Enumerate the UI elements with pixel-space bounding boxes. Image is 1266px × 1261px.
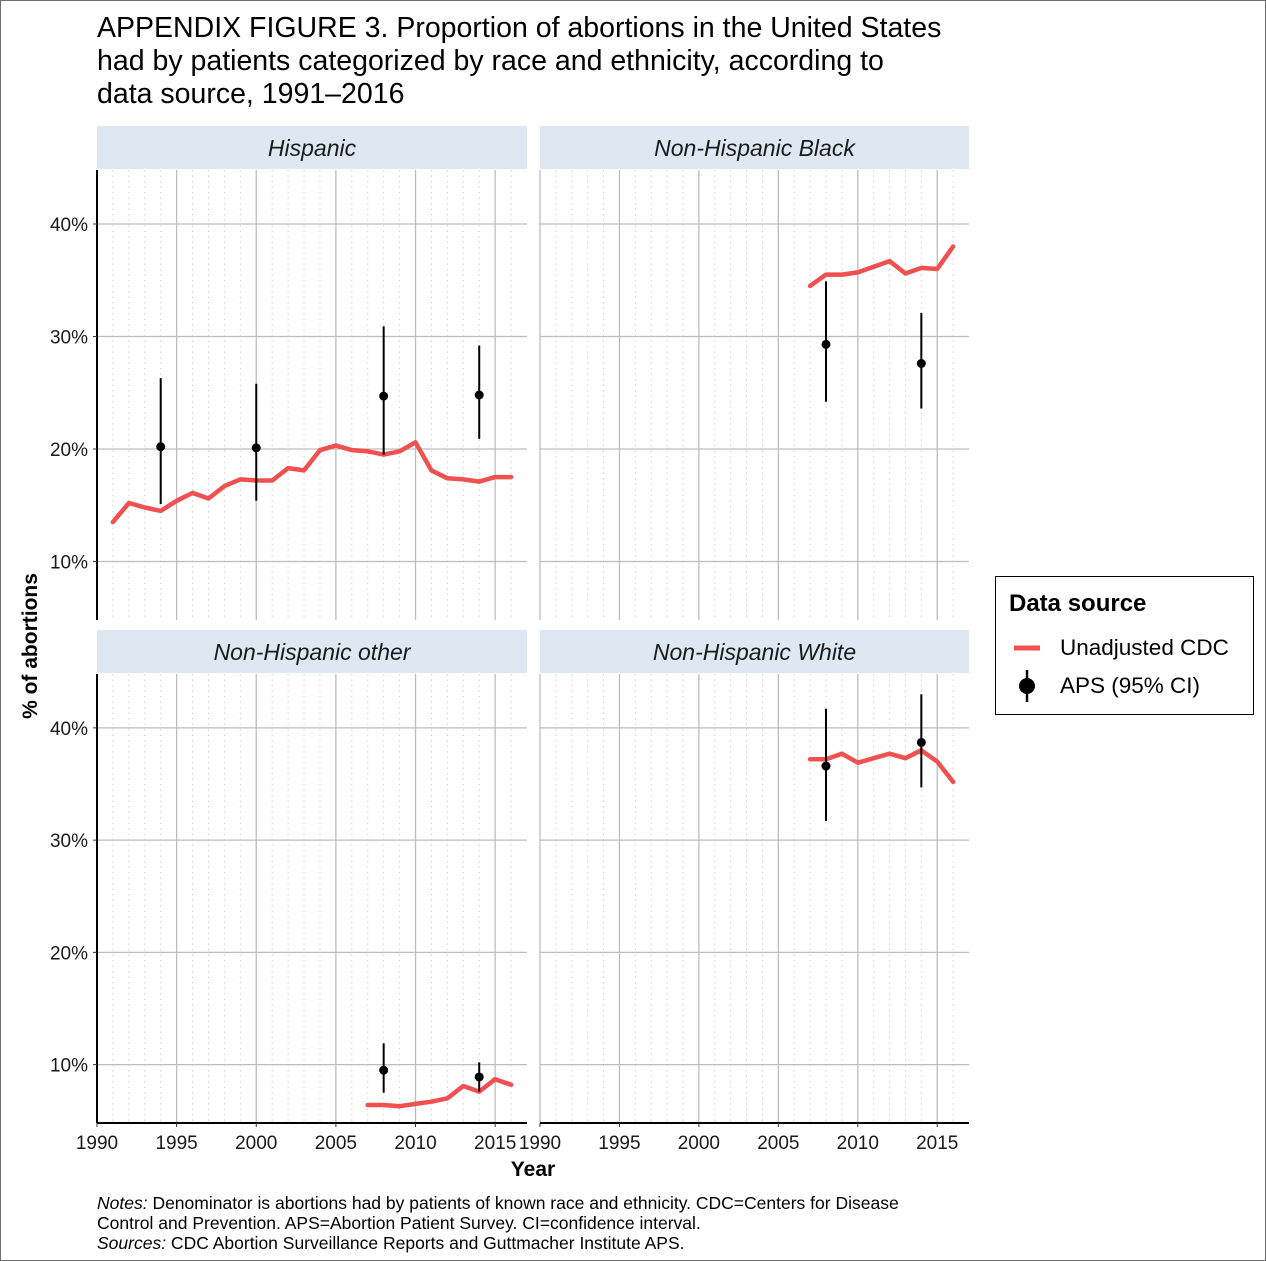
x-tick-label: 2000 [235, 1133, 277, 1154]
x-tick-label: 2015 [916, 1133, 958, 1154]
legend-title: Data source [1009, 590, 1147, 617]
cdc-series-line-non-hispanic-white [807, 748, 956, 785]
y-axis-title: % of abortions [19, 573, 42, 719]
aps-point-non-hispanic-white [821, 761, 831, 771]
facet-strip-hispanic [97, 126, 527, 169]
sources-line: Sources: CDC Abortion Surveillance Repor… [97, 1233, 1197, 1253]
title-line-2: had by patients categorized by race and … [97, 45, 884, 77]
x-tick-label: 1990 [76, 1133, 118, 1154]
cdc-series-line-non-hispanic-other [365, 1076, 514, 1109]
sources-label: Sources: [97, 1233, 167, 1253]
x-tick-label: 1995 [598, 1133, 640, 1154]
aps-point-non-hispanic-white [916, 737, 926, 747]
legend-label-aps: APS (95% CI) [1060, 673, 1201, 698]
notes-text-1: Denominator is abortions had by patients… [147, 1193, 899, 1213]
cdc-series-line-non-hispanic-black [807, 244, 956, 289]
legend-line-symbol [1014, 645, 1040, 651]
title-line-1: APPENDIX FIGURE 3. Proportion of abortio… [97, 12, 942, 44]
aps-point-non-hispanic-other [474, 1072, 484, 1082]
y-tick-label: 30% [50, 831, 88, 852]
aps-point-hispanic [251, 443, 261, 453]
legend-item-aps: APS (95% CI) [996, 669, 1251, 703]
x-tick-label: 2010 [394, 1133, 436, 1154]
aps-point-non-hispanic-black [821, 339, 831, 349]
legend-label-cdc: Unadjusted CDC [1060, 635, 1229, 660]
x-tick-label: 1995 [155, 1133, 197, 1154]
notes-line-1: Notes: Denominator is abortions had by p… [97, 1193, 1197, 1213]
facet-label-non-hispanic-black: Non-Hispanic Black [654, 135, 856, 161]
facet-label-hispanic: Hispanic [268, 135, 357, 161]
figure-notes: Notes: Denominator is abortions had by p… [97, 1193, 1197, 1253]
aps-point-non-hispanic-black [916, 359, 926, 368]
x-tick-label: 2015 [474, 1133, 516, 1154]
title-line-3: data source, 1991–2016 [97, 78, 405, 110]
figure-title: APPENDIX FIGURE 3. Proportion of abortio… [97, 12, 1057, 111]
y-tick-label: 20% [50, 943, 88, 964]
x-tick-label: 2005 [757, 1133, 799, 1154]
aps-point-hispanic [474, 390, 484, 400]
legend-pointrange-symbol [1019, 670, 1035, 702]
notes-line-2: Control and Prevention. APS=Abortion Pat… [97, 1213, 701, 1233]
facet-strip-non-hispanic-white [540, 630, 969, 673]
x-tick-label: 2005 [315, 1133, 357, 1154]
x-tick-label: 2010 [837, 1133, 879, 1154]
y-tick-label: 40% [50, 719, 88, 740]
x-axis-title: Year [511, 1158, 555, 1181]
y-tick-label: 20% [50, 440, 88, 461]
y-tick-label: 30% [50, 328, 88, 349]
x-tick-label: 2000 [678, 1133, 720, 1154]
cdc-series-line-hispanic [110, 440, 514, 525]
y-tick-label: 10% [50, 1056, 88, 1077]
facet-label-non-hispanic-white: Non-Hispanic White [653, 639, 856, 665]
facet-strip-non-hispanic-other [97, 630, 527, 673]
legend: Data source Unadjusted CDC APS (95% CI) [995, 576, 1254, 715]
aps-point-hispanic [379, 391, 389, 401]
sources-text: CDC Abortion Surveillance Reports and Gu… [166, 1233, 685, 1253]
facet-label-non-hispanic-other: Non-Hispanic other [214, 639, 412, 665]
aps-point-hispanic [156, 442, 166, 452]
legend-item-cdc: Unadjusted CDC [996, 631, 1251, 665]
notes-label: Notes: [97, 1193, 148, 1213]
y-tick-label: 40% [50, 215, 88, 236]
aps-point-non-hispanic-other [379, 1065, 389, 1075]
y-tick-label: 10% [50, 553, 88, 574]
facet-strip-non-hispanic-black [540, 126, 969, 169]
x-tick-label: 1990 [519, 1133, 561, 1154]
